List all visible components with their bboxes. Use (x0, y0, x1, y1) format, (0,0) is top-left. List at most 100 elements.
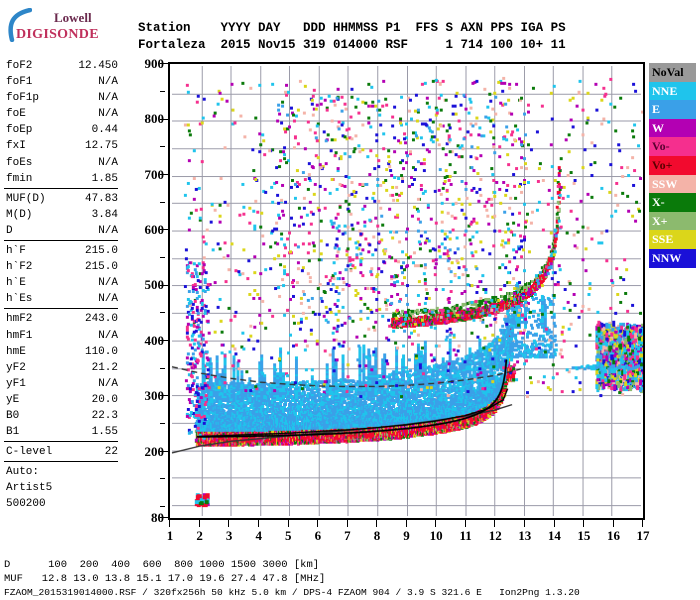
param-value: 0.44 (91, 124, 118, 137)
param-value: 21.2 (91, 361, 118, 374)
param-row-foes: foEs N/A (4, 155, 122, 171)
legend-item-vo[interactable]: Vo- (649, 137, 696, 156)
y-axis-tick (160, 284, 169, 286)
legend-item-ssw[interactable]: SSW (649, 174, 696, 194)
legend-item-e[interactable]: E (649, 100, 696, 119)
param-key: hmF1 (6, 329, 33, 342)
param-value: N/A (98, 108, 118, 121)
x-axis-tick-label: 7 (344, 528, 351, 543)
legend-item-x[interactable]: X- (649, 193, 696, 212)
ionogram-plot-area[interactable] (168, 62, 645, 520)
param-value: 47.83 (84, 192, 118, 205)
param-key: foEp (6, 124, 33, 137)
x-axis-tick (317, 520, 319, 527)
param-row-hf2: h`F2 215.0 (4, 259, 122, 275)
param-value: N/A (98, 377, 118, 390)
y-axis-tick (160, 395, 169, 397)
y-axis-tick-label: 500 (144, 277, 165, 293)
footer-file-info: FZAOM_2015319014000.RSF / 320fx256h 50 k… (4, 587, 580, 598)
y-axis-minor-tick (160, 312, 165, 314)
param-row-yf2: yF2 21.2 (4, 360, 122, 376)
legend-item-x[interactable]: X+ (649, 211, 696, 231)
x-axis-tick-label: 4 (255, 528, 262, 543)
param-key: h`F (6, 245, 26, 258)
param-row-fof1: foF1 N/A (4, 74, 122, 90)
x-axis-tick (257, 520, 259, 527)
y-axis-minor-tick (160, 423, 165, 425)
param-row-ye: yE 20.0 (4, 392, 122, 408)
param-value: 1.55 (91, 426, 118, 439)
param-value: 12.450 (78, 60, 118, 72)
x-axis-tick (435, 520, 437, 527)
x-axis-tick-label: 17 (636, 528, 650, 543)
y-axis-minor-tick (160, 146, 165, 148)
legend-item-nne[interactable]: NNE (649, 81, 696, 101)
param-row-b1: B1 1.55 (4, 424, 122, 440)
param-value: N/A (98, 156, 118, 169)
x-axis-tick-label: 14 (547, 528, 561, 543)
param-group-divider (4, 187, 118, 189)
param-row-md: M(D) 3.84 (4, 207, 122, 223)
x-axis-tick-label: 12 (488, 528, 502, 543)
x-axis-labels: 1 2 3 4 5 6 7 8 9 10 11 12 13 14 15 16 17 (0, 528, 700, 546)
param-row-yf1: yF1 N/A (4, 376, 122, 392)
y-axis-tick (160, 63, 169, 65)
y-axis-tick (160, 506, 165, 508)
param-value: N/A (98, 329, 118, 342)
param-key: fmin (6, 172, 33, 185)
lowell-digisonde-logo: Lowell DIGISONDE (6, 6, 118, 48)
footer-scales: D 100 200 400 600 800 1000 1500 3000 [km… (4, 558, 580, 600)
param-value: 1.85 (91, 172, 118, 185)
y-axis-minor-tick (160, 257, 165, 259)
param-value: 215.0 (84, 261, 118, 274)
x-axis-tick (405, 520, 407, 527)
header-line-values: Fortaleza 2015 Nov15 319 014000 RSF 1 71… (138, 38, 566, 52)
x-axis-tick-label: 6 (314, 528, 322, 543)
param-value: N/A (98, 277, 118, 290)
param-value: N/A (98, 92, 118, 105)
param-key: foF2 (6, 60, 33, 72)
legend-item-sse[interactable]: SSE (649, 230, 696, 249)
param-row-foe: foE N/A (4, 106, 122, 122)
param-row-d: D N/A (4, 223, 122, 239)
y-axis-tick-label: 200 (144, 443, 165, 459)
x-axis-tick-label: 15 (577, 528, 591, 543)
x-axis-tick (553, 520, 555, 527)
param-row-foep: foEp 0.44 (4, 122, 122, 138)
param-row-he: h`E N/A (4, 275, 122, 291)
x-axis-tick (287, 520, 289, 527)
footer-muf-scale: MUF 12.8 13.0 13.8 15.1 17.0 19.6 27.4 4… (4, 573, 326, 585)
legend-item-noval[interactable]: NoVal (649, 63, 696, 82)
param-key: MUF(D) (6, 192, 46, 205)
param-row-b0: B0 22.3 (4, 408, 122, 424)
y-axis-minor-tick (160, 201, 165, 203)
param-key: M(D) (6, 208, 33, 221)
autoscaling-info-line: 500200 (6, 498, 46, 511)
legend-item-w[interactable]: W (649, 118, 696, 138)
x-axis-tick-label: 11 (459, 528, 472, 543)
param-key: h`F2 (6, 261, 33, 274)
x-axis-tick-label: 10 (429, 528, 443, 543)
param-row-fxi: fxI 12.75 (4, 138, 122, 154)
y-axis-tick-label: 300 (144, 388, 165, 404)
param-row-hmf1: hmF1 N/A (4, 328, 122, 344)
param-key: foEs (6, 156, 33, 169)
x-axis-tick (583, 520, 585, 527)
x-axis-tick-label: 2 (196, 528, 203, 543)
param-value: 20.0 (91, 393, 118, 406)
param-group-divider (4, 461, 118, 463)
logo-brand-bottom: DIGISONDE (16, 27, 99, 42)
param-group-divider (4, 308, 118, 310)
legend-item-nnw[interactable]: NNW (649, 248, 696, 268)
autoscaling-info-line: Artist5 (6, 482, 53, 495)
y-axis-tick (160, 118, 169, 120)
x-axis-tick-label: 1 (166, 528, 174, 543)
y-axis-tick-label: 900 (144, 56, 165, 71)
param-row-hes: h`Es N/A (4, 291, 122, 307)
legend-item-vo[interactable]: Vo+ (649, 155, 696, 175)
x-axis-tick (198, 520, 200, 527)
param-key: foF1 (6, 76, 33, 89)
param-row-mufd: MUF(D) 47.83 (4, 191, 122, 207)
y-axis-tick (160, 229, 169, 231)
x-axis-tick (612, 520, 614, 527)
